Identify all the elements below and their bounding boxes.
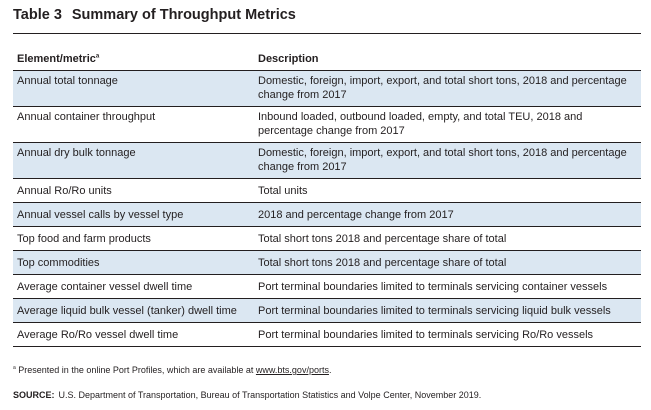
table-row: Average liquid bulk vessel (tanker) dwel… <box>13 298 641 323</box>
metric-cell: Top food and farm products <box>13 226 254 251</box>
description-cell: Total units <box>254 178 641 203</box>
table-number: Table 3 <box>13 7 62 23</box>
description-cell: Total short tons 2018 and percentage sha… <box>254 250 641 275</box>
metric-cell: Average Ro/Ro vessel dwell time <box>13 322 254 347</box>
table-header-row: Element/metrica Description <box>13 48 641 71</box>
source-label: SOURCE: <box>13 390 55 400</box>
table-row: Annual dry bulk tonnage Domestic, foreig… <box>13 142 641 179</box>
ports-link[interactable]: www.bts.gov/ports <box>255 365 329 375</box>
description-cell: Inbound loaded, outbound loaded, empty, … <box>254 106 641 143</box>
description-cell: Port terminal boundaries limited to term… <box>254 274 641 299</box>
metric-cell: Top commodities <box>13 250 254 275</box>
header-metric: Element/metrica <box>13 48 254 71</box>
table-row: Average container vessel dwell time Port… <box>13 274 641 299</box>
description-cell: Port terminal boundaries limited to term… <box>254 298 641 323</box>
description-cell: Domestic, foreign, import, export, and t… <box>254 142 641 179</box>
metric-cell: Average container vessel dwell time <box>13 274 254 299</box>
table-title-text: Summary of Throughput Metrics <box>71 7 296 23</box>
metric-cell: Annual vessel calls by vessel type <box>13 202 254 227</box>
table-title: Table 3 Summary of Throughput Metrics <box>13 7 296 23</box>
table-row: Average Ro/Ro vessel dwell time Port ter… <box>13 322 641 347</box>
source-text: U.S. Department of Transportation, Burea… <box>58 390 482 400</box>
table-row: Annual Ro/Ro units Total units <box>13 178 641 203</box>
footnote-end: . <box>328 365 332 375</box>
description-cell: Port terminal boundaries limited to term… <box>254 322 641 347</box>
table-row: Annual total tonnage Domestic, foreign, … <box>13 70 641 107</box>
metric-cell: Annual Ro/Ro units <box>13 178 254 203</box>
description-cell: 2018 and percentage change from 2017 <box>254 202 641 227</box>
title-rule <box>13 33 641 34</box>
footnote: a Presented in the online Port Profiles,… <box>13 365 331 375</box>
table-row: Top commodities Total short tons 2018 an… <box>13 250 641 275</box>
metrics-table: Element/metrica Description Annual total… <box>13 48 641 347</box>
description-cell: Domestic, foreign, import, export, and t… <box>254 70 641 107</box>
description-cell: Total short tons 2018 and percentage sha… <box>254 226 641 251</box>
footnote-text: Presented in the online Port Profiles, w… <box>15 365 256 375</box>
source-note: SOURCE: U.S. Department of Transportation… <box>13 390 481 400</box>
table-row: Annual container throughput Inbound load… <box>13 106 641 143</box>
metric-cell: Annual total tonnage <box>13 70 254 107</box>
table-row: Annual vessel calls by vessel type 2018 … <box>13 202 641 227</box>
metric-cell: Average liquid bulk vessel (tanker) dwel… <box>13 298 254 323</box>
metric-cell: Annual dry bulk tonnage <box>13 142 254 179</box>
metric-cell: Annual container throughput <box>13 106 254 143</box>
header-footnote-mark: a <box>95 53 100 60</box>
table-row: Top food and farm products Total short t… <box>13 226 641 251</box>
footnote-mark: a <box>13 365 16 371</box>
header-description: Description <box>254 48 641 71</box>
